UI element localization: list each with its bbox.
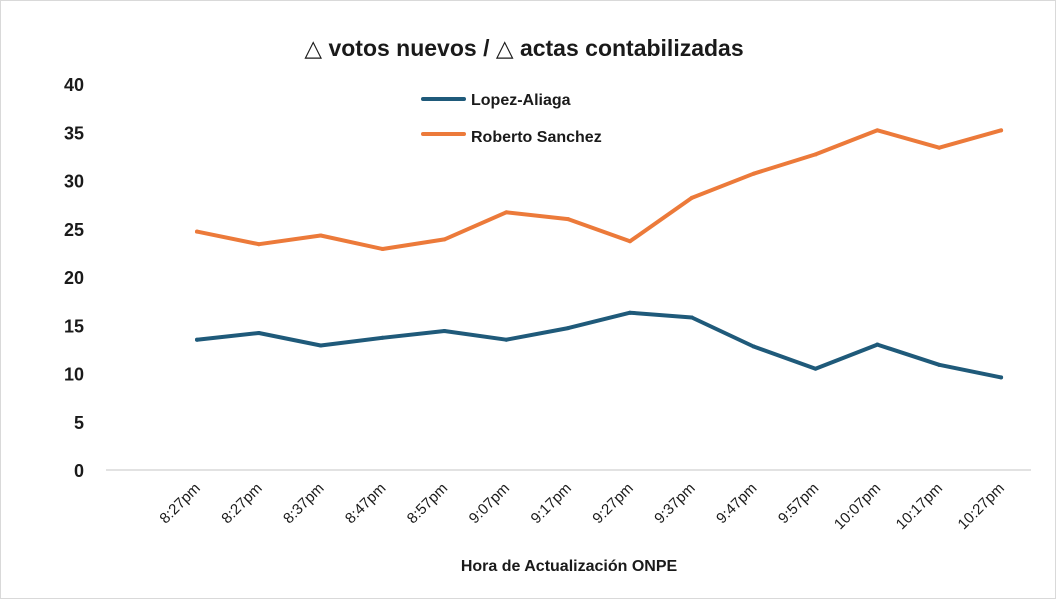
x-tick-label: 9:07pm: [466, 480, 513, 527]
data-point-roberto-sanchez: [627, 239, 632, 244]
data-point-lopez-aliaga: [380, 335, 385, 340]
data-point-roberto-sanchez: [504, 210, 509, 215]
data-point-roberto-sanchez: [442, 237, 447, 242]
data-point-roberto-sanchez: [751, 171, 756, 176]
y-tick-label: 5: [74, 413, 84, 433]
data-point-lopez-aliaga: [937, 362, 942, 367]
data-point-roberto-sanchez: [256, 242, 261, 247]
data-point-lopez-aliaga: [875, 342, 880, 347]
data-point-lopez-aliaga: [318, 343, 323, 348]
x-tick-label: 9:37pm: [651, 480, 698, 527]
x-tick-label: 8:27pm: [218, 480, 265, 527]
x-tick-label: 10:17pm: [893, 480, 946, 533]
data-point-roberto-sanchez: [566, 217, 571, 222]
y-tick-label: 25: [64, 220, 84, 240]
x-tick-label: 9:17pm: [528, 480, 575, 527]
data-point-lopez-aliaga: [256, 330, 261, 335]
data-point-lopez-aliaga: [689, 315, 694, 320]
x-axis: 8:27pm 8:27pm 8:37pm 8:47pm 8:57pm 9:07pm 9:17…: [156, 480, 1007, 533]
legend: Lopez-Aliaga Roberto Sanchez: [421, 92, 602, 146]
data-point-roberto-sanchez: [689, 195, 694, 200]
data-point-lopez-aliaga: [999, 375, 1004, 380]
legend-label-roberto-sanchez: Roberto Sanchez: [471, 129, 602, 146]
x-tick-label: 10:27pm: [955, 480, 1008, 533]
data-point-lopez-aliaga: [566, 326, 571, 331]
y-tick-label: 35: [64, 123, 84, 143]
x-tick-label: 10:07pm: [831, 480, 884, 533]
data-point-lopez-aliaga: [195, 337, 199, 342]
x-tick-label: 8:37pm: [280, 480, 327, 527]
y-axis: 0 5 10 15 20 25 30 35 40: [64, 75, 84, 481]
x-tick-label: 8:47pm: [342, 480, 389, 527]
data-point-lopez-aliaga: [504, 337, 509, 342]
data-point-roberto-sanchez: [937, 145, 942, 150]
series-lines: [195, 128, 1004, 380]
series-line-lopez-aliaga: [195, 310, 1004, 380]
data-point-roberto-sanchez: [999, 128, 1004, 133]
data-point-lopez-aliaga: [442, 329, 447, 334]
x-axis-label: Hora de Actualización ONPE: [461, 558, 678, 575]
data-point-roberto-sanchez: [813, 152, 818, 157]
x-tick-label: 9:27pm: [589, 480, 636, 527]
y-tick-label: 15: [64, 316, 84, 336]
y-tick-label: 10: [64, 365, 84, 385]
y-tick-label: 20: [64, 268, 84, 288]
y-tick-label: 30: [64, 172, 84, 192]
series-line-roberto-sanchez: [195, 128, 1004, 251]
data-point-lopez-aliaga: [813, 366, 818, 371]
chart-title: △ votos nuevos / △ actas contabilizadas: [304, 35, 743, 61]
data-point-lopez-aliaga: [627, 310, 632, 315]
x-tick-label: 8:57pm: [404, 480, 451, 527]
legend-label-lopez-aliaga: Lopez-Aliaga: [471, 92, 571, 109]
data-point-roberto-sanchez: [380, 247, 385, 252]
data-point-roberto-sanchez: [195, 229, 199, 234]
x-tick-label: 9:47pm: [713, 480, 760, 527]
y-tick-label: 40: [64, 75, 84, 95]
data-point-roberto-sanchez: [875, 128, 880, 133]
x-tick-label: 9:57pm: [775, 480, 822, 527]
y-tick-label: 0: [74, 461, 84, 481]
data-point-roberto-sanchez: [318, 233, 323, 238]
data-point-lopez-aliaga: [751, 344, 756, 349]
x-tick-label: 8:27pm: [156, 480, 203, 527]
